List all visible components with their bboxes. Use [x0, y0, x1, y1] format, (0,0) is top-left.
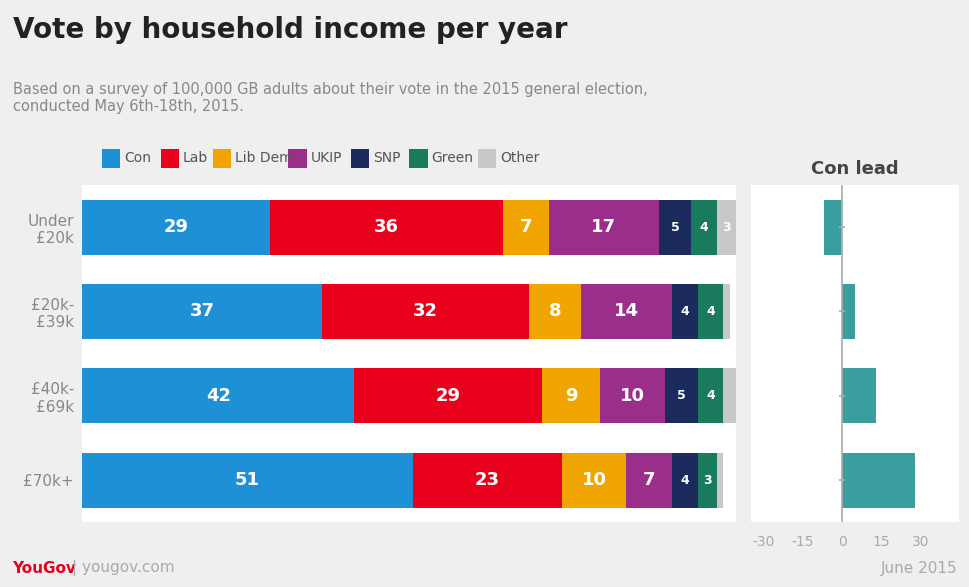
Text: 5: 5 — [671, 221, 679, 234]
Text: 36: 36 — [374, 218, 399, 236]
Bar — [626, 453, 672, 508]
Bar — [82, 369, 355, 423]
Text: Green: Green — [431, 151, 474, 166]
Text: 10: 10 — [620, 387, 645, 405]
Title: Con lead: Con lead — [811, 160, 899, 178]
Text: 3: 3 — [723, 221, 731, 234]
Text: 4: 4 — [680, 305, 689, 318]
Bar — [698, 453, 717, 508]
Bar — [717, 453, 724, 508]
Text: -30: -30 — [753, 535, 775, 548]
Bar — [213, 149, 232, 168]
Bar — [824, 200, 842, 255]
Text: 7: 7 — [642, 471, 655, 489]
Text: Vote by household income per year: Vote by household income per year — [13, 16, 567, 44]
Text: 9: 9 — [565, 387, 578, 405]
Text: June 2015: June 2015 — [881, 561, 957, 576]
Text: 7: 7 — [519, 218, 532, 236]
Bar — [270, 200, 503, 255]
Bar — [717, 200, 736, 255]
Text: 37: 37 — [190, 302, 215, 321]
Bar — [842, 453, 915, 508]
Text: YouGov: YouGov — [12, 561, 76, 576]
Bar — [322, 284, 529, 339]
Text: SNP: SNP — [373, 151, 400, 166]
Text: 8: 8 — [548, 302, 561, 321]
Bar — [659, 200, 691, 255]
Bar — [503, 200, 548, 255]
Text: 4: 4 — [680, 474, 689, 487]
Text: 17: 17 — [591, 218, 616, 236]
Text: | yougov.com: | yougov.com — [72, 561, 174, 576]
Bar — [842, 369, 876, 423]
Bar — [82, 200, 270, 255]
Text: 32: 32 — [413, 302, 438, 321]
Text: 29: 29 — [164, 218, 189, 236]
Bar — [409, 149, 427, 168]
Bar — [413, 453, 562, 508]
Bar — [581, 284, 672, 339]
Bar — [698, 284, 724, 339]
Bar — [548, 200, 659, 255]
Text: 3: 3 — [703, 474, 711, 487]
Bar — [478, 149, 496, 168]
Text: 4: 4 — [706, 389, 715, 402]
Text: 15: 15 — [872, 535, 890, 548]
Text: -15: -15 — [792, 535, 814, 548]
Bar — [672, 284, 698, 339]
Text: Con: Con — [124, 151, 151, 166]
Bar — [102, 149, 120, 168]
Bar — [665, 369, 698, 423]
Text: UKIP: UKIP — [311, 151, 342, 166]
Text: 4: 4 — [706, 305, 715, 318]
Bar — [698, 369, 724, 423]
Bar — [529, 284, 581, 339]
Text: 0: 0 — [838, 535, 847, 548]
Bar — [691, 200, 717, 255]
Bar — [562, 453, 626, 508]
Bar — [724, 369, 736, 423]
Bar — [543, 369, 601, 423]
Text: 10: 10 — [581, 471, 607, 489]
Bar — [724, 284, 730, 339]
Text: 51: 51 — [235, 471, 260, 489]
Text: 5: 5 — [677, 389, 686, 402]
Bar — [82, 284, 322, 339]
Text: 4: 4 — [700, 221, 708, 234]
Text: Based on a survey of 100,000 GB adults about their vote in the 2015 general elec: Based on a survey of 100,000 GB adults a… — [13, 82, 647, 114]
Text: Lib Dem: Lib Dem — [235, 151, 293, 166]
Text: 29: 29 — [436, 387, 460, 405]
Text: Other: Other — [500, 151, 540, 166]
Bar — [672, 453, 698, 508]
Bar — [842, 284, 855, 339]
Bar — [601, 369, 665, 423]
Bar — [289, 149, 307, 168]
Text: 23: 23 — [475, 471, 500, 489]
Text: 42: 42 — [205, 387, 231, 405]
Bar — [355, 369, 543, 423]
Bar — [82, 453, 413, 508]
Text: Lab: Lab — [183, 151, 208, 166]
Bar — [161, 149, 179, 168]
Bar — [351, 149, 369, 168]
Text: 14: 14 — [613, 302, 639, 321]
Text: 30: 30 — [912, 535, 929, 548]
